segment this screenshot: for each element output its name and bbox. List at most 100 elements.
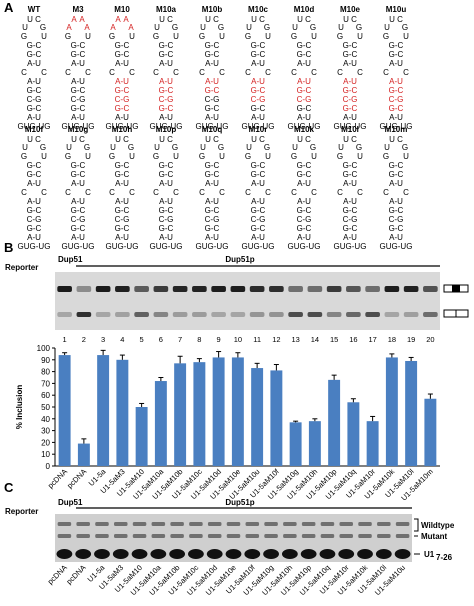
base-pair: G-C <box>389 161 404 170</box>
y-tick-label: 0 <box>46 462 51 471</box>
loop-nt: G <box>153 32 159 41</box>
gel-band-inclusion <box>385 286 400 292</box>
loop-nt: C <box>85 68 91 77</box>
u1-label: U1 <box>424 550 435 559</box>
base-pair: C-G <box>205 95 220 104</box>
lane-number: 4 <box>120 335 124 344</box>
structure-name: M3 <box>72 5 84 14</box>
base-pair: A-U <box>251 197 265 206</box>
loop-nt: A <box>71 15 77 24</box>
structure-name: M10p <box>156 125 177 134</box>
wildtype-band <box>58 522 72 526</box>
bar <box>193 362 205 466</box>
base-pair: G-C <box>343 86 358 95</box>
base-pair: A-U <box>71 59 85 68</box>
base-pair: G-C <box>343 224 358 233</box>
loop-nt: U <box>85 32 91 41</box>
base-pair: G-C <box>297 50 312 59</box>
loop-nt: G <box>264 23 270 32</box>
base-pair: G-C <box>71 224 86 233</box>
bar <box>386 357 398 466</box>
loop-nt: C <box>129 188 135 197</box>
loop-nt: A <box>66 23 72 32</box>
u1-band <box>263 549 279 559</box>
base-pair: G-C <box>251 50 266 59</box>
base-pair: G-C <box>27 41 42 50</box>
structure-name: M10 <box>114 5 130 14</box>
bar <box>290 422 302 466</box>
u1-band <box>320 549 336 559</box>
u1-band <box>207 549 223 559</box>
y-tick-label: 60 <box>41 391 50 400</box>
bar <box>59 355 71 466</box>
loop-nt: U <box>85 152 91 161</box>
base-pair: G-C <box>343 50 358 59</box>
base-pair: A-U <box>71 113 85 122</box>
base-pair: G-C <box>27 86 42 95</box>
loop-nt: C <box>265 68 271 77</box>
base-pair: G-C <box>251 170 266 179</box>
bar <box>270 370 282 466</box>
loop-nt: U <box>389 135 395 144</box>
lane-number: 12 <box>272 335 280 344</box>
bar <box>232 357 244 466</box>
base-pair: G-C <box>251 104 266 113</box>
loop-nt: U <box>292 23 298 32</box>
base-pair: G-C <box>159 224 174 233</box>
base-pair: G-C <box>297 224 312 233</box>
y-tick-label: 10 <box>41 450 50 459</box>
loop-nt: U <box>200 23 206 32</box>
loop-nt: U <box>403 152 409 161</box>
base-pair: G-C <box>389 41 404 50</box>
base-pair: A-U <box>71 233 85 242</box>
gel-band-skipping <box>423 312 438 317</box>
loop-nt: C <box>129 68 135 77</box>
loop-nt: U <box>41 152 47 161</box>
loop-nt: U <box>403 32 409 41</box>
loop-nt: U <box>219 32 225 41</box>
mutant-label: Mutant <box>421 532 448 541</box>
base-pair: A-U <box>343 77 357 86</box>
base-pair: C-G <box>27 215 42 224</box>
base-pair: A-U <box>115 179 129 188</box>
base-pair: C-G <box>389 215 404 224</box>
base-pair: G-C <box>115 50 130 59</box>
lane-number: 14 <box>311 335 319 344</box>
base-pair: A-U <box>297 77 311 86</box>
loop-nt: U <box>219 152 225 161</box>
y-tick-label: 30 <box>41 427 50 436</box>
base-pair: A-U <box>251 179 265 188</box>
wildtype-label: Wildtype <box>421 521 455 530</box>
loop-nt: U <box>246 143 252 152</box>
base-pair: A-U <box>27 77 41 86</box>
base-pair: G-C <box>115 170 130 179</box>
bar <box>405 361 417 466</box>
loop-nt: C <box>383 68 389 77</box>
loop-nt: A <box>110 23 116 32</box>
base-pair: C-G <box>297 95 312 104</box>
lane-label-c: pcDNA <box>46 563 69 586</box>
structure-name: M10q <box>202 125 223 134</box>
wildtype-band <box>377 522 391 526</box>
structure-name: WT <box>28 5 41 14</box>
lane-number: 6 <box>159 335 163 344</box>
loop-nt: U <box>154 143 160 152</box>
base-pair: G-C <box>159 170 174 179</box>
loop-nt: C <box>245 188 251 197</box>
gel-band-inclusion <box>346 286 361 292</box>
base-pair: G-C <box>159 86 174 95</box>
structure-name: M10k <box>294 125 315 134</box>
wildtype-band <box>264 522 278 526</box>
bar <box>424 399 436 466</box>
gel-band-inclusion <box>115 286 130 292</box>
u1-band <box>169 549 185 559</box>
loop-nt: U <box>357 32 363 41</box>
mutant-band <box>76 534 90 538</box>
base-pair: C-G <box>343 95 358 104</box>
structure-name: M10u <box>386 5 407 14</box>
u1-band <box>244 549 260 559</box>
base-pair: C-G <box>115 215 130 224</box>
loop-nt: U <box>173 32 179 41</box>
base-pair: G-C <box>27 161 42 170</box>
base-pair: A-U <box>27 113 41 122</box>
